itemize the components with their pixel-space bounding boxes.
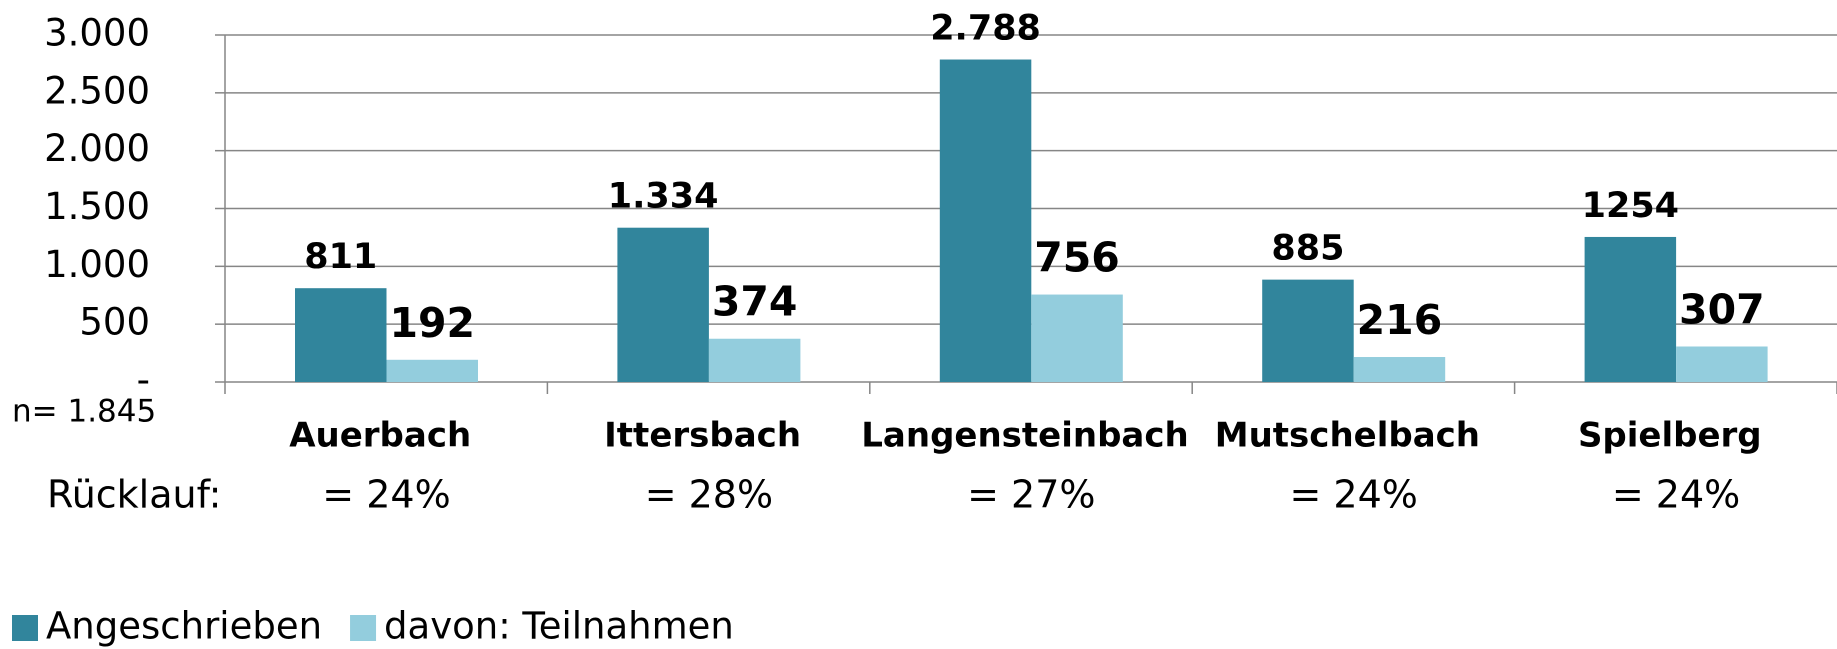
bar bbox=[295, 288, 387, 382]
x-tick-label: Mutschelbach bbox=[1215, 416, 1480, 456]
return-label: Rücklauf: bbox=[47, 473, 221, 517]
data-label: 216 bbox=[1357, 296, 1443, 344]
bar bbox=[1584, 236, 1677, 382]
bar bbox=[939, 59, 1032, 382]
legend-swatch bbox=[350, 615, 377, 641]
return-rate: = 24% bbox=[322, 473, 450, 517]
x-tick-label: Spielberg bbox=[1578, 416, 1762, 456]
sample-size: n= 1.845 bbox=[12, 394, 156, 430]
data-label: 374 bbox=[712, 278, 798, 326]
data-label: 307 bbox=[1679, 285, 1765, 333]
data-label: 2.788 bbox=[930, 9, 1041, 49]
bar bbox=[1031, 294, 1123, 382]
x-tick-label: Langensteinbach bbox=[861, 416, 1188, 456]
data-label: 811 bbox=[304, 237, 377, 277]
return-rate: = 27% bbox=[967, 473, 1095, 517]
bar bbox=[1353, 357, 1446, 382]
bar bbox=[617, 227, 709, 382]
return-rate: = 28% bbox=[645, 473, 773, 517]
data-label: 1.334 bbox=[608, 177, 719, 217]
bar bbox=[1676, 346, 1768, 382]
return-rate: = 24% bbox=[1290, 473, 1418, 517]
legend-label: davon: Teilnahmen bbox=[384, 605, 734, 648]
y-tick-label: 3.000 bbox=[44, 12, 150, 55]
y-tick-label: 1.000 bbox=[44, 243, 150, 286]
y-tick-label: 1.500 bbox=[44, 185, 150, 228]
return-rate: = 24% bbox=[1612, 473, 1740, 517]
y-tick-label: 500 bbox=[79, 301, 150, 344]
legend-swatch bbox=[12, 615, 38, 641]
data-label: 756 bbox=[1034, 234, 1120, 282]
y-tick-label: 2.000 bbox=[44, 127, 150, 170]
legend-label: Angeschrieben bbox=[46, 605, 322, 648]
y-tick-label: 2.500 bbox=[44, 69, 150, 112]
data-label: 192 bbox=[389, 299, 475, 347]
data-label: 1254 bbox=[1582, 186, 1679, 226]
data-label: 885 bbox=[1271, 229, 1344, 269]
y-tick-label: - bbox=[137, 359, 150, 402]
bar bbox=[708, 338, 801, 382]
bar bbox=[386, 359, 478, 382]
x-tick-label: Auerbach bbox=[289, 416, 471, 456]
bar bbox=[1262, 279, 1354, 382]
x-tick-label: Ittersbach bbox=[604, 416, 801, 456]
